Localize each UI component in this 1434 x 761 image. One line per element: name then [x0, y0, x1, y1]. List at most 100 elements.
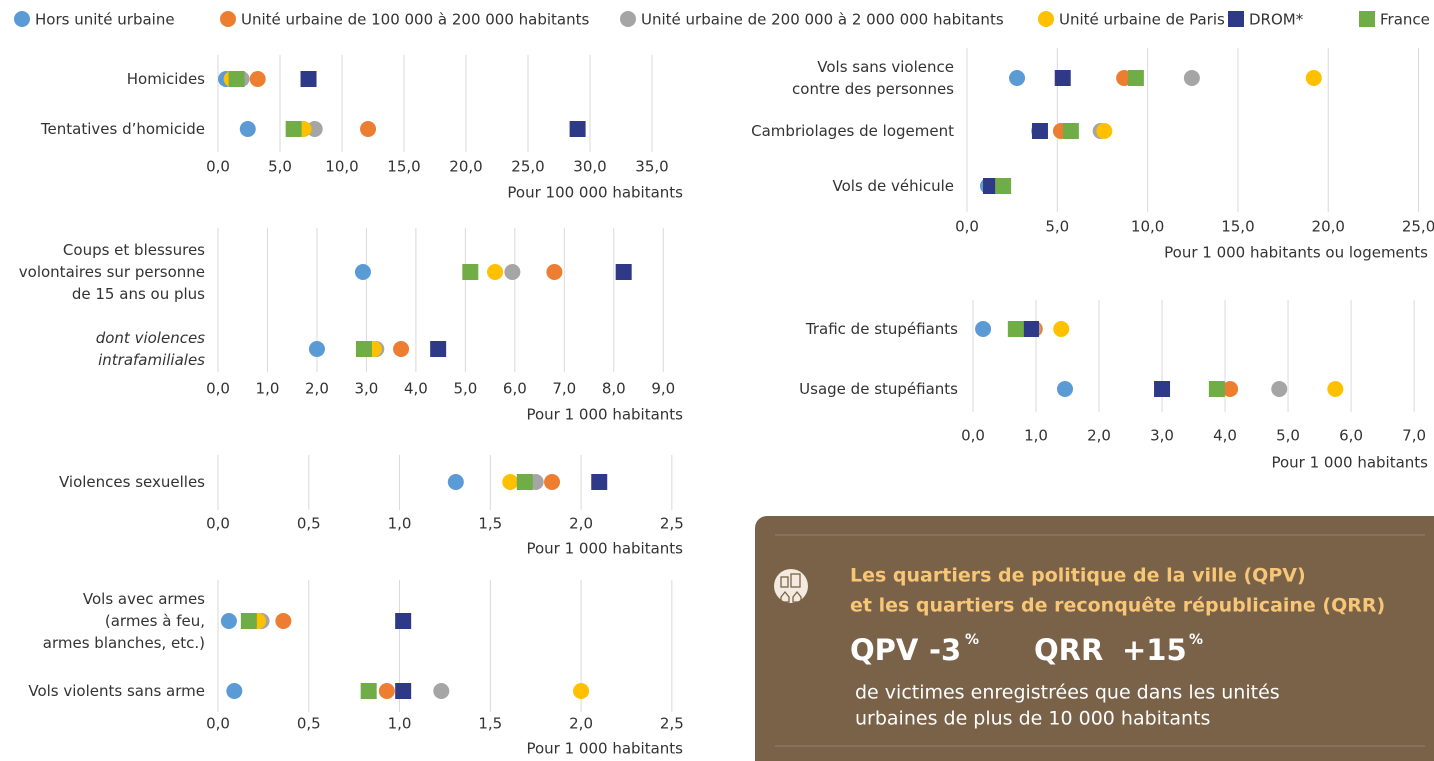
x-tick-label: 7,0: [552, 380, 576, 398]
x-tick-label: 1,5: [478, 715, 502, 733]
stat-unit: %: [965, 632, 979, 648]
x-tick-label: 30,0: [573, 158, 606, 176]
marker: [1062, 123, 1079, 139]
x-tick-label: 4,0: [1213, 427, 1237, 445]
x-tick-label: 0,5: [297, 715, 321, 733]
marker: [430, 341, 447, 357]
marker: [395, 683, 412, 699]
x-tick-label: 10,0: [1131, 218, 1164, 236]
legend-marker: [620, 11, 636, 27]
x-tick-label: 1,0: [388, 715, 412, 733]
x-tick-label: 2,0: [569, 715, 593, 733]
marker: [447, 474, 464, 490]
x-tick-label: 1,0: [256, 380, 280, 398]
marker: [1022, 321, 1039, 337]
marker: [285, 121, 302, 137]
marker: [393, 341, 410, 357]
x-tick-label: 20,0: [1312, 218, 1345, 236]
marker: [354, 264, 371, 280]
legend-marker: [1038, 11, 1054, 27]
x-tick-label: 20,0: [449, 158, 482, 176]
stat-label: QRR: [1034, 633, 1103, 667]
x-tick-label: 2,5: [660, 515, 684, 533]
legend-label: Unité urbaine de 100 000 à 200 000 habit…: [241, 11, 590, 29]
x-axis-title: Pour 1 000 habitants: [526, 740, 683, 758]
marker: [615, 264, 632, 280]
info-box: Les quartiers de politique de la ville (…: [755, 516, 1434, 761]
x-tick-label: 6,0: [1339, 427, 1363, 445]
category-label: Vols avec armes (armes à feu, armes blanch…: [43, 590, 205, 652]
x-tick-label: 1,5: [478, 515, 502, 533]
marker: [1305, 70, 1322, 86]
marker: [1154, 381, 1171, 397]
x-tick-label: 1,0: [388, 515, 412, 533]
marker: [516, 474, 533, 490]
marker: [1057, 381, 1073, 397]
legend-marker: [220, 11, 236, 27]
legend-label: Unité urbaine de Paris: [1059, 11, 1225, 29]
x-tick-label: 8,0: [602, 380, 626, 398]
x-tick-label: 1,0: [1024, 427, 1048, 445]
marker: [487, 264, 504, 280]
marker: [995, 178, 1012, 194]
x-tick-label: 0,5: [297, 515, 321, 533]
legend-marker: [1359, 11, 1375, 27]
x-tick-label: 5,0: [453, 380, 477, 398]
x-tick-label: 5,0: [1045, 218, 1069, 236]
marker: [378, 683, 395, 699]
x-axis-title: Pour 100 000 habitants: [507, 184, 683, 202]
marker: [983, 178, 1000, 194]
category-label: Cambriolages de logement: [751, 122, 954, 140]
city-icon: [774, 569, 808, 603]
x-axis-title: Pour 1 000 habitants: [526, 406, 683, 424]
marker: [433, 683, 450, 699]
x-tick-label: 0,0: [206, 380, 230, 398]
x-tick-label: 0,0: [961, 427, 985, 445]
x-tick-label: 3,0: [1150, 427, 1174, 445]
marker: [1053, 321, 1070, 337]
x-tick-label: 2,0: [305, 380, 329, 398]
category-label: Trafic de stupéfiants: [805, 320, 958, 338]
x-axis-title: Pour 1 000 habitants ou logements: [1164, 244, 1428, 262]
marker: [1208, 381, 1225, 397]
stat-value: -3: [929, 633, 961, 667]
marker: [544, 474, 561, 490]
marker: [462, 264, 479, 280]
legend-label: France: [1380, 11, 1430, 29]
marker: [504, 264, 521, 280]
marker: [975, 321, 992, 337]
stat-value: +15: [1122, 633, 1187, 667]
marker: [249, 71, 266, 87]
x-tick-label: 35,0: [635, 158, 668, 176]
marker: [1222, 381, 1239, 397]
legend-marker: [1228, 11, 1244, 27]
category-label: Usage de stupéfiants: [799, 380, 958, 398]
marker: [226, 683, 243, 699]
marker: [1031, 123, 1048, 139]
x-tick-label: 3,0: [354, 380, 378, 398]
marker: [220, 613, 237, 629]
legend-label: DROM*: [1249, 11, 1304, 29]
category-label: Homicides: [127, 70, 205, 88]
x-tick-label: 25,0: [511, 158, 544, 176]
marker: [239, 121, 256, 137]
x-tick-label: 5,0: [1276, 427, 1300, 445]
stat-label: QPV: [850, 633, 919, 667]
stat-unit: %: [1189, 632, 1203, 648]
marker: [1327, 381, 1344, 397]
marker: [300, 71, 317, 87]
x-tick-label: 9,0: [651, 380, 675, 398]
marker: [240, 613, 257, 629]
x-tick-label: 5,0: [268, 158, 292, 176]
category-label: Violences sexuelles: [59, 473, 205, 491]
marker: [1009, 70, 1026, 86]
legend-label: Unité urbaine de 200 000 à 2 000 000 hab…: [641, 11, 1004, 29]
category-label: Coups et blessures volontaires sur person…: [19, 241, 205, 303]
category-label: Vols violents sans arme: [28, 682, 205, 700]
marker: [591, 474, 608, 490]
x-tick-label: 0,0: [206, 158, 230, 176]
category-label: Vols de véhicule: [833, 177, 954, 195]
marker: [395, 613, 412, 629]
marker: [275, 613, 292, 629]
